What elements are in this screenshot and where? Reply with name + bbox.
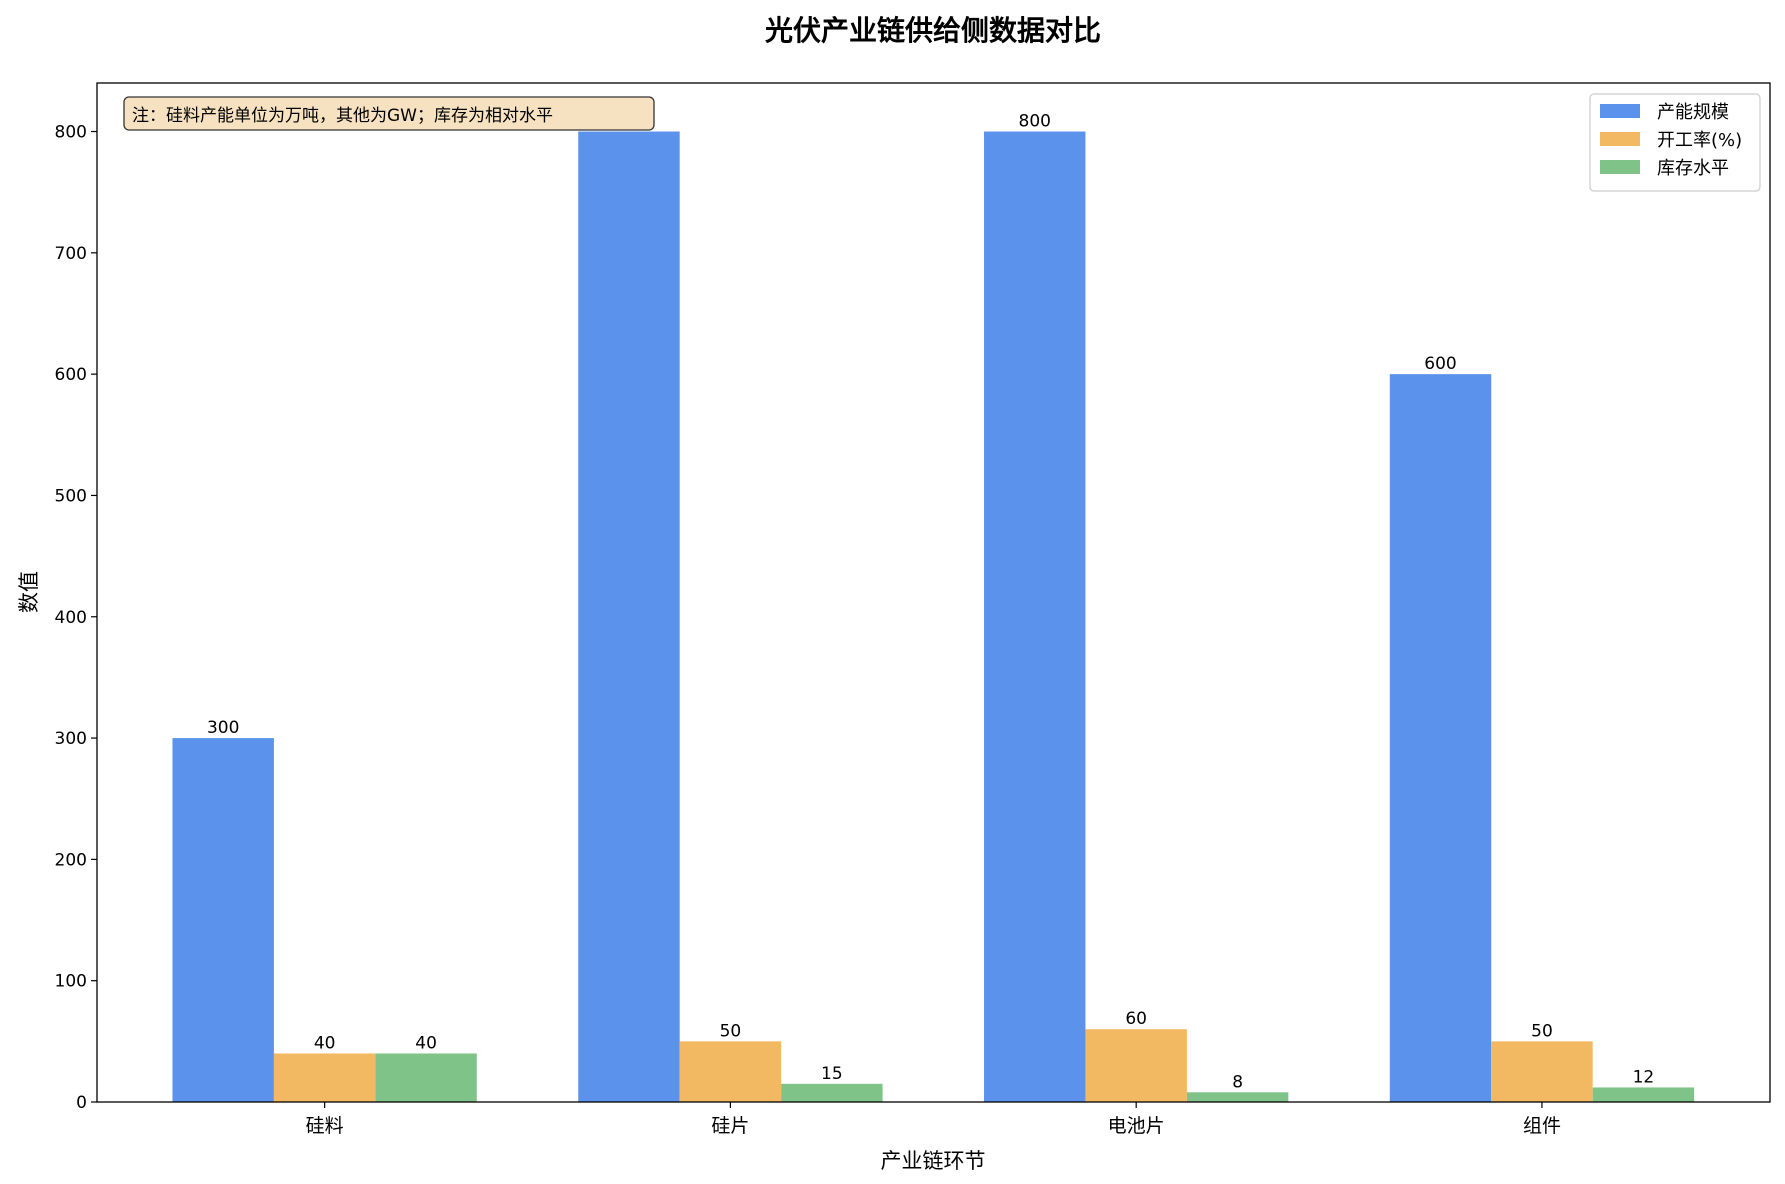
x-tick-label: 电池片: [1108, 1115, 1165, 1137]
data-label: 50: [720, 1021, 742, 1041]
legend-label: 产能规模: [1657, 102, 1729, 123]
legend-swatch: [1600, 132, 1640, 146]
y-tick-label: 300: [55, 729, 87, 749]
data-label: 50: [1531, 1021, 1553, 1041]
bar: [1592, 1087, 1695, 1102]
data-label: 15: [821, 1064, 843, 1084]
legend-label: 开工率(%): [1657, 130, 1742, 151]
y-tick-label: 700: [55, 244, 87, 264]
data-label: 60: [1125, 1009, 1147, 1029]
y-tick-label: 800: [55, 123, 87, 143]
plot-frame: [96, 82, 1771, 1103]
data-label: 8: [1232, 1072, 1243, 1092]
chart-title: 光伏产业链供给侧数据对比: [764, 14, 1101, 47]
data-label: 600: [1424, 354, 1456, 374]
annotation-background: [123, 96, 655, 131]
bar: [781, 1083, 883, 1102]
y-tick-label: 100: [55, 972, 87, 992]
bar: [1186, 1092, 1289, 1102]
annotation-box: 注：硅料产能单位为万吨，其他为GW；库存为相对水平: [123, 96, 655, 131]
bar: [1491, 1041, 1593, 1102]
data-label: 800: [1019, 112, 1051, 132]
bar: [1085, 1029, 1187, 1102]
y-tick-label: 400: [55, 608, 87, 628]
x-axis-label: 产业链环节: [881, 1149, 986, 1173]
data-label: 12: [1633, 1067, 1655, 1087]
x-tick-label: 硅料: [306, 1115, 344, 1137]
x-tick-label: 组件: [1523, 1115, 1561, 1137]
bar: [578, 131, 680, 1102]
data-label: 300: [207, 718, 239, 738]
legend-swatch: [1600, 104, 1640, 118]
legend-label: 库存水平: [1657, 158, 1729, 179]
bar: [679, 1041, 782, 1102]
y-axis-label: 数值: [17, 571, 41, 613]
y-tick-label: 0: [76, 1093, 87, 1113]
bar: [1389, 374, 1492, 1103]
bar: [172, 738, 274, 1102]
data-label: 40: [415, 1033, 437, 1053]
y-tick-label: 600: [55, 365, 87, 385]
y-tick-label: 200: [55, 850, 87, 870]
bar: [984, 131, 1086, 1102]
y-tick-label: 500: [55, 486, 87, 506]
bar: [273, 1053, 376, 1102]
legend-swatch: [1600, 160, 1640, 174]
x-tick-label: 硅片: [711, 1115, 749, 1137]
annotation-text: 注：硅料产能单位为万吨，其他为GW；库存为相对水平: [132, 106, 553, 126]
bar: [375, 1053, 477, 1102]
data-label: 40: [314, 1033, 336, 1053]
